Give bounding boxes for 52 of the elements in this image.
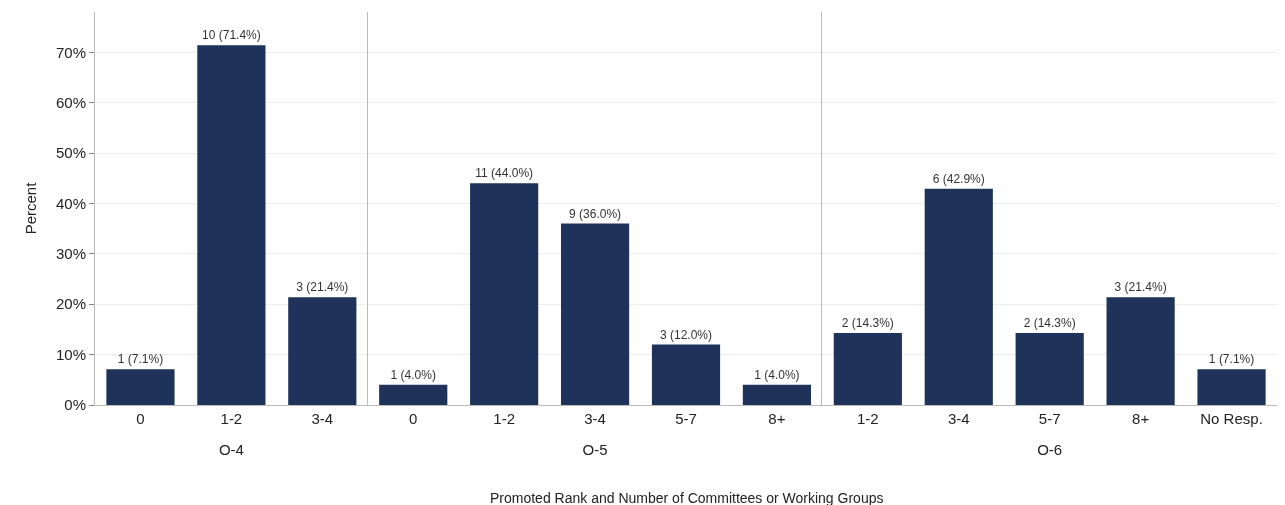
y-tick-label: 40%	[55, 194, 86, 212]
x-tick-label: No Resp.	[1200, 410, 1263, 427]
data-label: 3 (12.0%)	[659, 327, 713, 342]
bar	[742, 384, 812, 405]
y-tick-label: 70%	[55, 43, 86, 61]
bar	[1106, 297, 1175, 405]
y-tick-label: 30%	[55, 245, 86, 263]
bar	[106, 369, 175, 405]
y-tick-label: 20%	[55, 295, 86, 313]
x-tick-label: 5-7	[1038, 410, 1061, 427]
bar	[924, 188, 993, 405]
x-tick-label: 3-4	[311, 410, 334, 427]
bar	[379, 384, 448, 405]
bar	[197, 45, 266, 405]
bar	[833, 332, 902, 405]
data-label: 2 (14.3%)	[1023, 315, 1076, 330]
bar	[651, 344, 721, 405]
x-tick-label: 0	[136, 410, 145, 427]
x-tick-label: 8+	[1132, 410, 1150, 427]
y-tick-label: 10%	[55, 345, 86, 363]
data-label: 2 (14.3%)	[841, 315, 894, 330]
x-tick-label: 5-7	[675, 410, 697, 427]
x-axis-title: O-6	[1037, 441, 1063, 458]
data-label: 1 (4.0%)	[390, 367, 436, 382]
x-tick-label: 3-4	[584, 410, 606, 427]
x-tick-label: 8+	[768, 410, 786, 427]
bar	[470, 183, 539, 405]
data-label: 3 (21.4%)	[1114, 280, 1167, 295]
y-axis-title: Percent	[22, 181, 40, 235]
data-label: 9 (36.0%)	[569, 206, 622, 221]
data-label: 11 (44.0%)	[475, 166, 534, 181]
bar	[560, 223, 630, 405]
x-tick-label: 1-2	[493, 410, 515, 427]
bar	[1197, 369, 1266, 405]
data-label: 1 (4.0%)	[754, 367, 800, 382]
text: Promoted Rank and Number of Committees or Working Groups	[490, 490, 884, 505]
x-tick-label: 1-2	[857, 410, 879, 427]
bar	[288, 297, 357, 405]
x-tick-label: 0	[409, 410, 418, 427]
y-tick-label: 0%	[64, 396, 86, 414]
x-axis-title: O-4	[218, 441, 244, 458]
x-tick-label: 1-2	[220, 410, 243, 427]
data-label: 6 (42.9%)	[932, 171, 985, 186]
y-tick-label: 50%	[55, 144, 86, 162]
bar	[1015, 332, 1084, 405]
y-tick-label: 60%	[55, 93, 86, 111]
data-label: 1 (7.1%)	[117, 352, 164, 367]
x-axis-title: O-5	[582, 441, 608, 458]
data-label: 1 (7.1%)	[1208, 352, 1255, 367]
data-label: 10 (71.4%)	[202, 28, 261, 43]
data-label: 3 (21.4%)	[296, 280, 349, 295]
x-tick-label: 3-4	[947, 410, 970, 427]
